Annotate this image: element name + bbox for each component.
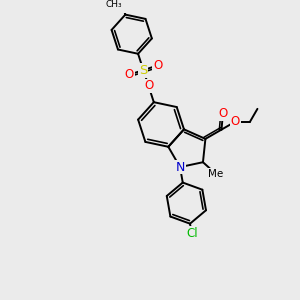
Text: Cl: Cl xyxy=(186,227,198,240)
Text: S: S xyxy=(139,64,148,76)
Text: O: O xyxy=(230,115,240,128)
Text: O: O xyxy=(153,59,162,72)
Text: CH₃: CH₃ xyxy=(105,0,122,9)
Text: O: O xyxy=(218,107,227,120)
Text: Me: Me xyxy=(208,169,223,179)
Text: N: N xyxy=(175,160,185,174)
Text: O: O xyxy=(124,68,134,81)
Text: O: O xyxy=(144,80,153,92)
